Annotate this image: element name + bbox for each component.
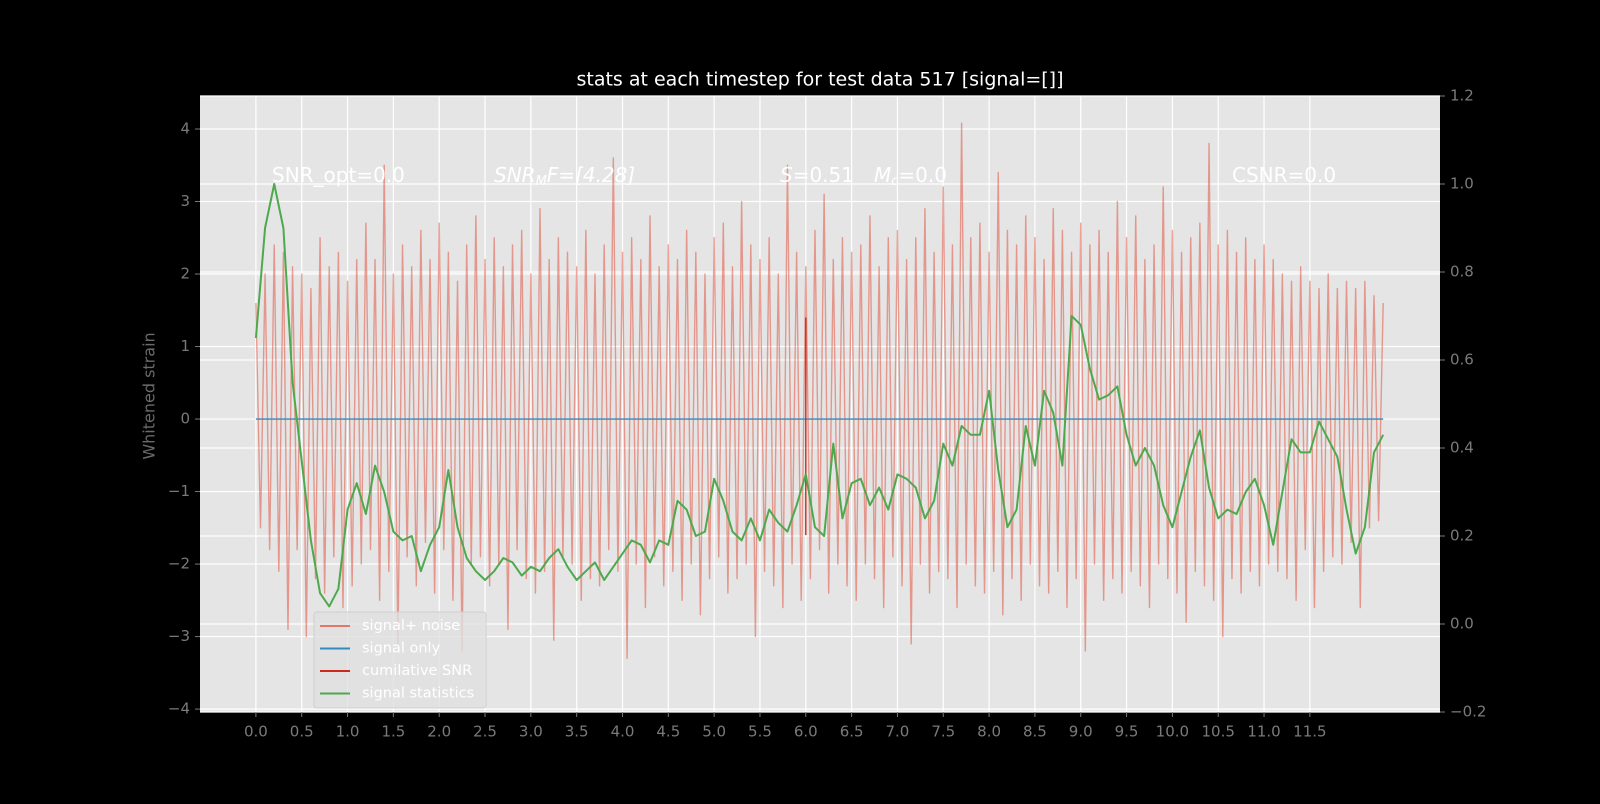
plot-lines: [254, 122, 1385, 660]
legend: signal+ noise signal only cumilative SNR si…: [313, 611, 487, 709]
annotation: SNR_opt=0.0: [272, 163, 405, 187]
y-tick-label: 4: [180, 119, 190, 137]
legend-box: [313, 611, 487, 709]
y-tick-label: 2: [180, 265, 190, 283]
y2-tick-label: 0.6: [1450, 351, 1474, 369]
y2-tick-label: 1.2: [1450, 87, 1474, 105]
x-tick-label: 6.0: [794, 723, 818, 741]
annotation-symbol: SNR: [494, 163, 536, 187]
annotation-subscript: c: [891, 174, 898, 189]
x-tick-label: 0.5: [290, 723, 314, 741]
x-tick-label: 4.5: [656, 723, 680, 741]
series-line: [254, 183, 1385, 608]
annotation: CSNR=0.0: [1232, 163, 1336, 187]
y-axis-label: Whitened strain: [140, 332, 159, 459]
plot-background: [200, 96, 1440, 712]
y-tick-label: 1: [180, 337, 190, 355]
y2-tick-label: −0.2: [1450, 703, 1486, 721]
y2-tick-label: 0.8: [1450, 263, 1474, 281]
x-tick-label: 9.5: [1115, 723, 1139, 741]
y2-tick-label: 0.4: [1450, 439, 1474, 457]
legend-label: signal only: [362, 641, 441, 657]
legend-label: signal+ noise: [362, 618, 460, 634]
x-tick-label: 5.0: [702, 723, 726, 741]
x-tick-label: 1.0: [336, 723, 360, 741]
x-tick-label: 10.0: [1156, 723, 1189, 741]
x-tick-label: 11.0: [1247, 723, 1280, 741]
x-tick-label: 8.5: [1023, 723, 1047, 741]
x-tick-label: 9.0: [1069, 723, 1093, 741]
y-tick-label: −4: [168, 700, 190, 718]
annotation-text: SNR_opt=0.0: [272, 163, 405, 187]
x-tick-label: 1.5: [381, 723, 405, 741]
x-tick-label: 2.0: [427, 723, 451, 741]
x-tick-label: 3.5: [565, 723, 589, 741]
annotation-rest: =0.51: [793, 163, 854, 187]
annotation: SNRMF=[4.28]: [494, 163, 635, 189]
annotation-rest: F=[4.28]: [547, 163, 635, 187]
x-tick-label: 8.0: [977, 723, 1001, 741]
annotation: S=0.51: [780, 163, 854, 187]
legend-label: cumilative SNR: [362, 663, 472, 679]
x-tick-label: 7.5: [931, 723, 955, 741]
annotation-symbol: S: [780, 163, 793, 187]
y-tick-label: −1: [168, 482, 190, 500]
y-tick-label: 3: [180, 192, 190, 210]
x-tick-label: 3.0: [519, 723, 543, 741]
x-tick-label: 4.0: [611, 723, 635, 741]
grid: [200, 95, 1440, 713]
y2-tick-label: 0.2: [1450, 527, 1474, 545]
annotation-symbol: M: [874, 163, 891, 187]
legend-label: signal statistics: [362, 686, 474, 702]
x-tick-label: 2.5: [473, 723, 497, 741]
annotation-rest: =0.0: [898, 163, 947, 187]
x-tick-label: 5.5: [748, 723, 772, 741]
x-tick-label: 0.0: [244, 723, 268, 741]
x-tick-label: 6.5: [840, 723, 864, 741]
ticks: 0.0 0.5 1.0 1.5 2.0 2.5 3.0 3.5 4.0 4.5 5.0 5.5 6.0 6…: [168, 87, 1487, 741]
annotation: Mc=0.0: [874, 163, 947, 189]
x-tick-label: 10.5: [1202, 723, 1235, 741]
y-tick-label: −3: [168, 627, 190, 645]
x-tick-label: 7.0: [886, 723, 910, 741]
annotation-subscript: M: [536, 174, 547, 189]
x-tick-label: 11.5: [1293, 723, 1326, 741]
chart-title: stats at each timestep for test data 517…: [576, 69, 1063, 91]
y2-tick-label: 1.0: [1450, 175, 1474, 193]
y2-tick-label: 0.0: [1450, 615, 1474, 633]
series-line: [255, 122, 1384, 660]
annotations: SNR_opt=0.0 SNRMF=[4.28] S=0.51 Mc=0.0 CSNR=…: [272, 163, 1336, 189]
y-tick-label: −2: [168, 555, 190, 573]
annotation-text: CSNR=0.0: [1232, 163, 1336, 187]
y-tick-label: 0: [180, 410, 190, 428]
